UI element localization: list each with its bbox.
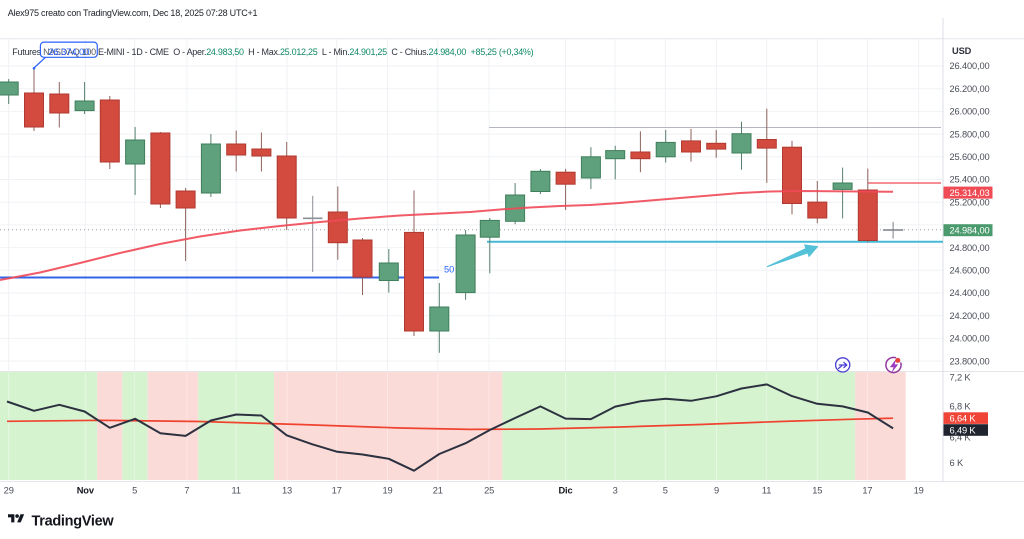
svg-text:26.200,00: 26.200,00: [950, 84, 990, 94]
svg-text:19: 19: [914, 486, 924, 496]
svg-text:6,64 K: 6,64 K: [950, 413, 977, 423]
svg-text:24.600,00: 24.600,00: [950, 266, 990, 276]
svg-text:Dic: Dic: [558, 486, 572, 496]
svg-text:6,8 K: 6,8 K: [950, 402, 972, 412]
svg-text:6,49 K: 6,49 K: [950, 425, 977, 435]
svg-text:7: 7: [184, 486, 189, 496]
svg-text:21: 21: [433, 486, 443, 496]
svg-text:25.400,00: 25.400,00: [950, 175, 990, 185]
svg-text:29: 29: [4, 486, 14, 496]
svg-text:11: 11: [232, 486, 241, 496]
svg-text:24.200,00: 24.200,00: [950, 311, 990, 321]
svg-text:25.800,00: 25.800,00: [950, 129, 990, 139]
svg-text:17: 17: [332, 486, 342, 496]
svg-text:5: 5: [132, 486, 137, 496]
svg-text:17: 17: [862, 486, 872, 496]
svg-text:6,4 K: 6,4 K: [950, 432, 972, 442]
svg-text:5: 5: [663, 486, 668, 496]
svg-text:6 K: 6 K: [950, 458, 964, 468]
svg-text:26.374,00: 26.374,00: [48, 47, 89, 58]
svg-text:Nov: Nov: [77, 486, 95, 496]
svg-text:25: 25: [484, 486, 494, 496]
svg-text:Alex975 creato con TradingView: Alex975 creato con TradingView.com, Dec …: [8, 8, 258, 18]
svg-text:11: 11: [762, 486, 771, 496]
svg-text:24.000,00: 24.000,00: [950, 334, 990, 344]
svg-text:3: 3: [613, 486, 618, 496]
svg-text:USD: USD: [952, 46, 972, 56]
svg-text:25.200,00: 25.200,00: [950, 197, 990, 207]
svg-text:23.800,00: 23.800,00: [950, 356, 990, 366]
svg-text:24.400,00: 24.400,00: [950, 288, 990, 298]
svg-text:50: 50: [444, 265, 454, 275]
svg-text:9: 9: [714, 486, 719, 496]
svg-text:26.400,00: 26.400,00: [950, 61, 990, 71]
svg-text:25.314,03: 25.314,03: [950, 188, 990, 198]
svg-text:TradingView: TradingView: [32, 514, 115, 530]
svg-text:25.600,00: 25.600,00: [950, 152, 990, 162]
svg-text:Futures NASDAQ 100 E-MINI - 1D: Futures NASDAQ 100 E-MINI - 1D - CME O -…: [12, 47, 533, 57]
svg-text:15: 15: [812, 486, 822, 496]
svg-text:24.984,00: 24.984,00: [950, 226, 990, 236]
svg-text:13: 13: [282, 486, 292, 496]
svg-text:7,2 K: 7,2 K: [950, 372, 972, 382]
svg-text:19: 19: [382, 486, 392, 496]
svg-text:26.000,00: 26.000,00: [950, 107, 990, 117]
svg-text:24.800,00: 24.800,00: [950, 243, 990, 253]
